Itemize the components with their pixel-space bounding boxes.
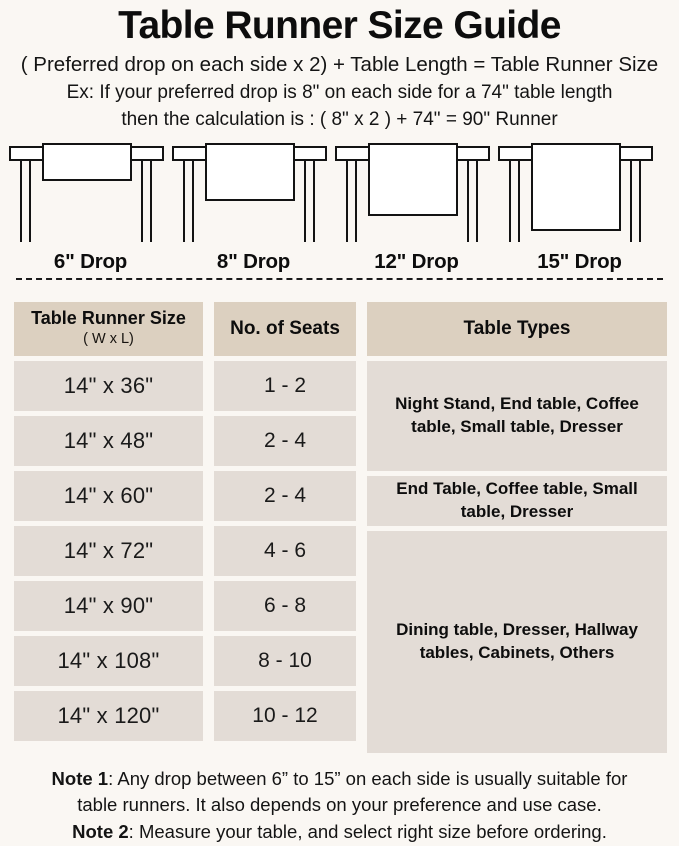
table-types-group-2: End Table, Coffee table, Small table, Dr… [367,475,667,526]
note-1-line-2: table runners. It also depends on your p… [77,794,602,816]
page-title: Table Runner Size Guide [118,4,561,47]
header-runner-size-units: ( W x L) [83,330,134,347]
runner-size-value: 14" x 72" [63,537,154,563]
table-leg-left-icon [20,159,31,242]
section-divider [16,277,663,280]
drop-label-6in: 6" Drop [53,249,128,273]
table-types-value: Night Stand, End table, Coffee table, Sm… [395,394,639,436]
column-no-of-seats: No. of Seats 1 - 2 2 - 4 2 - 4 4 - 6 6 -… [214,301,356,758]
runner-cloth-shape [531,142,621,231]
size-guide-table: Table Runner Size ( W x L) 14" x 36" 14"… [0,301,679,758]
header-table-types-label: Table Types [463,317,571,339]
table-leg-right-icon [467,159,478,242]
seats-value: 2 - 4 [263,428,307,452]
note-2-text: : Measure your table, and select right s… [128,821,607,843]
table-row: 14" x 48" [14,415,203,466]
table-row: 14" x 90" [14,580,203,631]
table-row: 2 - 4 [214,470,356,521]
table-leg-left-icon [183,159,194,242]
table-leg-right-icon [304,159,315,242]
table-row: 14" x 36" [14,360,203,411]
header-runner-size-label: Table Runner Size [31,308,186,329]
column-table-types: Table Types Night Stand, End table, Coff… [367,301,667,758]
formula-text: ( Preferred drop on each side x 2) + Tab… [20,52,659,76]
seats-value: 10 - 12 [252,703,318,727]
table-row: 14" x 60" [14,470,203,521]
runner-size-value: 14" x 60" [63,482,154,508]
drop-diagram: 6" Drop 8" Drop 12" Drop 15" Drop [0,142,679,292]
seats-value: 8 - 10 [258,648,312,672]
runner-size-value: 14" x 48" [63,427,154,453]
drop-label-12in: 12" Drop [374,249,459,273]
runner-size-value: 14" x 120" [57,702,160,728]
table-types-value: Dining table, Dresser, Hallway tables, C… [396,620,638,662]
header-no-of-seats: No. of Seats [214,301,356,356]
table-leg-left-icon [509,159,520,242]
runner-cloth-shape [42,142,132,181]
column-runner-size: Table Runner Size ( W x L) 14" x 36" 14"… [14,301,203,758]
drop-label-row: 6" Drop 8" Drop 12" Drop 15" Drop [0,250,679,274]
table-row: 8 - 10 [214,635,356,686]
note-1-text-1: : Any drop between 6” to 15” on each sid… [108,767,628,789]
header-no-of-seats-label: No. of Seats [230,317,340,339]
table-types-value: End Table, Coffee table, Small table, Dr… [396,479,638,521]
table-illustration-12in [335,142,498,252]
header-table-types: Table Types [367,301,667,356]
note-2-label: Note 2 [72,821,129,843]
runner-size-value: 14" x 36" [63,372,154,398]
drop-label-15in: 15" Drop [537,249,622,273]
table-illustrations [0,142,679,252]
note-2-line: Note 2: Measure your table, and select r… [8,819,671,846]
table-illustration-8in [172,142,335,252]
table-leg-right-icon [141,159,152,242]
drop-label-8in: 8" Drop [216,249,291,273]
table-leg-left-icon [346,159,357,242]
table-illustration-15in [498,142,661,252]
runner-size-value: 14" x 108" [57,647,160,673]
table-illustration-6in [9,142,172,252]
table-row: 6 - 8 [214,580,356,631]
runner-cloth-shape [368,142,458,216]
table-row: 1 - 2 [214,360,356,411]
example-line-2: then the calculation is : ( 8" x 2 ) + 7… [121,108,558,130]
table-row: 10 - 12 [214,690,356,741]
table-types-group-3: Dining table, Dresser, Hallway tables, C… [367,530,667,753]
seats-value: 4 - 6 [263,538,307,562]
table-row: 14" x 120" [14,690,203,741]
note-1-line-1: Note 1: Any drop between 6” to 15” on ea… [8,766,671,793]
runner-size-value: 14" x 90" [63,592,154,618]
table-row: 2 - 4 [214,415,356,466]
seats-value: 1 - 2 [263,373,307,397]
seats-value: 2 - 4 [263,483,307,507]
table-row: 14" x 72" [14,525,203,576]
table-types-group-1: Night Stand, End table, Coffee table, Sm… [367,360,667,471]
example-line-1: Ex: If your preferred drop is 8" on each… [66,81,613,103]
seats-value: 6 - 8 [263,593,307,617]
header-runner-size: Table Runner Size ( W x L) [14,301,203,356]
table-row: 14" x 108" [14,635,203,686]
notes-section: Note 1: Any drop between 6” to 15” on ea… [0,766,679,846]
note-1-label: Note 1 [51,767,109,789]
runner-cloth-shape [205,142,295,201]
header-block: Table Runner Size Guide ( Preferred drop… [0,0,679,134]
table-leg-right-icon [630,159,641,242]
table-row: 4 - 6 [214,525,356,576]
